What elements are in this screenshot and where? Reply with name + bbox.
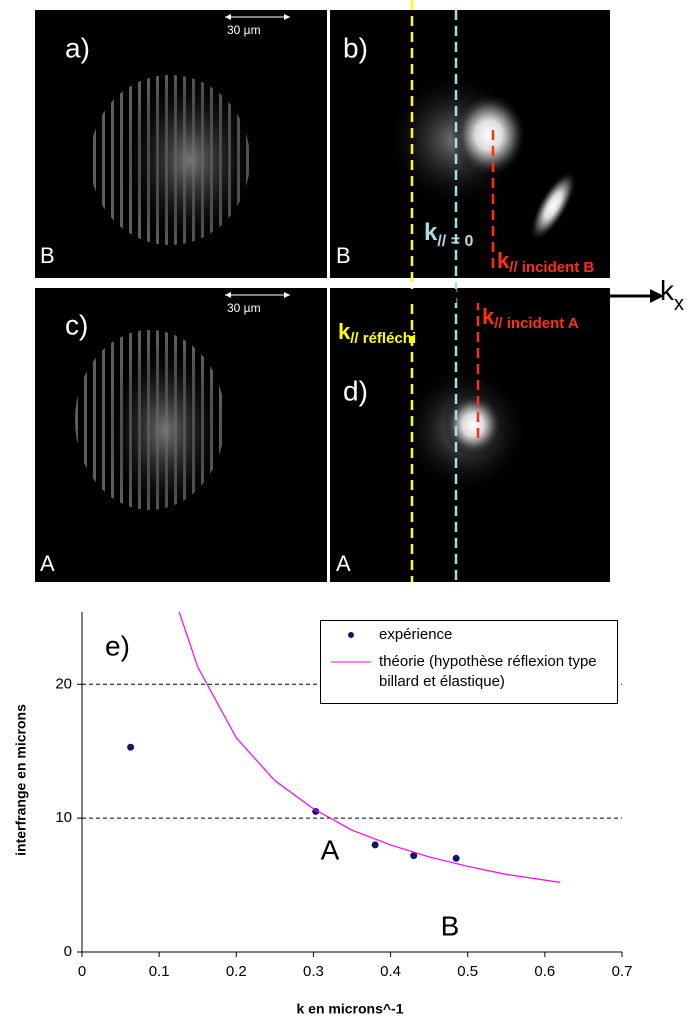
data-point	[410, 852, 418, 860]
x-tick-label: 0.5	[457, 963, 478, 980]
legend-keys	[331, 632, 371, 663]
legend-label: théorie (hypothèse réflexion type billar…	[379, 653, 597, 690]
k-incident-a: k// incident A	[482, 304, 579, 332]
theory-line	[178, 611, 561, 883]
panel-label: b)	[343, 32, 368, 63]
data-point	[371, 841, 379, 849]
k-incident-b: k// incident B	[497, 248, 594, 276]
y-tick-label: 10	[55, 809, 72, 826]
y-tick-label: 20	[55, 675, 72, 692]
y-axis-title: interfrange en microns	[13, 704, 29, 856]
annotation: A	[321, 834, 340, 865]
corner-label: A	[336, 551, 351, 576]
corner-label: B	[40, 243, 55, 268]
k-zero: k// = 0	[424, 219, 473, 250]
legend-label: expérience	[379, 626, 453, 643]
x-tick-label: 0	[78, 963, 86, 980]
k-reflechi: k// réfléchi	[338, 319, 416, 347]
data-point	[452, 854, 460, 862]
x-tick-label: 0.1	[149, 963, 170, 980]
x-tick-label: 0.7	[612, 963, 633, 980]
annotation: B	[441, 910, 460, 941]
x-tick-label: 0.3	[303, 963, 324, 980]
panel-label: a)	[65, 32, 90, 63]
legend-marker	[348, 632, 354, 638]
kx-label: kx	[660, 275, 684, 315]
x-axis-title: k en microns^-1	[297, 1001, 404, 1017]
scale-bar-label: 30 µm	[227, 301, 261, 315]
chart-title: e)	[105, 630, 130, 661]
images	[35, 0, 664, 582]
data-point	[127, 743, 135, 751]
x-tick-label: 0.4	[380, 963, 401, 980]
panel-label: d)	[343, 375, 368, 406]
corner-label: A	[40, 551, 55, 576]
x-tick-label: 0.2	[226, 963, 247, 980]
corner-label: B	[336, 243, 351, 268]
legend: expérience théorie (hypothèse réflexion …	[320, 620, 618, 704]
panel-label: c)	[65, 309, 88, 340]
scale-bar-label: 30 µm	[227, 23, 261, 37]
y-tick-label: 0	[64, 943, 72, 960]
x-tick-label: 0.6	[534, 963, 555, 980]
